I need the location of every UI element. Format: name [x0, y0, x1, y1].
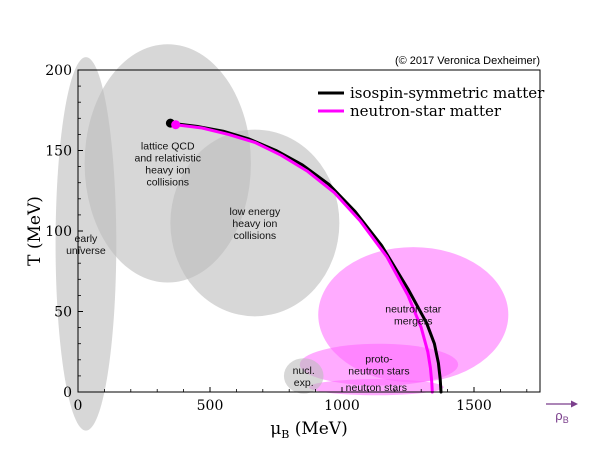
- region-label-line: early: [75, 233, 99, 245]
- lines-layer: [168, 121, 443, 394]
- region-label-line: neutron stars: [346, 382, 407, 394]
- series-line-neutron-star-matter: [174, 123, 434, 394]
- x-tick-label: 1000: [324, 398, 360, 414]
- region-label-proto-neutron-stars: proto-neutron stars: [348, 354, 409, 378]
- legend-label-isospin-symmetric: isospin-symmetric matter: [350, 84, 545, 102]
- y-tick-label: 150: [45, 144, 72, 160]
- critical-points-layer: [165, 118, 181, 130]
- y-tick-label: 100: [45, 224, 72, 240]
- region-label-lattice-qcd-and-relativistic-heavy-ion-collisions: lattice QCD and relativistic heavy ion coll…: [134, 140, 201, 188]
- x-axis-label-unit: (MeV): [289, 419, 347, 439]
- y-axis-ticks: 0 50 100 150 200: [45, 63, 83, 401]
- density-arrow-label-main: ρ: [555, 408, 562, 423]
- x-axis-ticks: 0 500 1000 1500: [74, 387, 528, 414]
- region-label-line: universe: [66, 245, 106, 257]
- region-label-line: mergers: [394, 316, 433, 328]
- region-label-line: heavy ion: [145, 164, 190, 176]
- y-tick-label: 50: [54, 305, 72, 321]
- arrow-right-icon: [571, 400, 578, 408]
- x-axis-label-main: μ: [270, 419, 281, 439]
- critical-point-neutron-star-matter: [171, 120, 181, 130]
- y-tick-label: 0: [63, 385, 72, 401]
- density-arrow: ρB: [546, 400, 578, 425]
- region-label-early-universe: early universe: [66, 233, 106, 257]
- region-labels-layer: lattice QCD and relativistic heavy ion coll…: [66, 140, 442, 394]
- density-arrow-label-sub: B: [563, 415, 569, 425]
- x-tick-label: 500: [197, 398, 224, 414]
- region-label-line: nucl.: [293, 365, 315, 377]
- y-axis-label: T (MeV): [25, 196, 45, 266]
- region-label-nucl-exp: nucl. exp.: [293, 365, 315, 389]
- region-early-universe: [55, 57, 117, 431]
- x-axis-label: μB (MeV): [270, 419, 348, 441]
- region-label-line: exp.: [294, 377, 314, 389]
- regions-layer: [55, 44, 509, 431]
- density-arrow-label: ρB: [555, 408, 568, 425]
- x-tick-label: 0: [74, 398, 83, 414]
- region-neutron-stars: [309, 379, 444, 396]
- series-line-isospin-symmetric-matter: [168, 121, 443, 394]
- region-label-line: neutron star: [385, 304, 442, 316]
- region-label-line: low energy: [229, 206, 281, 218]
- y-tick-label: 200: [45, 63, 72, 79]
- copyright-note: (© 2017 Veronica Dexheimer): [395, 55, 540, 67]
- region-low-energy-heavy-ion-collisions: [170, 129, 340, 317]
- region-proto-neutron-stars: [299, 343, 459, 386]
- region-label-line: heavy ion: [232, 218, 277, 230]
- legend-label-neutron-star: neutron-star matter: [350, 102, 502, 120]
- region-label-line: lattice QCD: [141, 140, 195, 152]
- region-label-low-energy-heavy-ion-collisions: low energy heavy ion collisions: [229, 206, 281, 242]
- region-label-line: neutron stars: [348, 366, 409, 378]
- legend: isospin-symmetric matter neutron-star ma…: [318, 84, 545, 120]
- x-axis-label-sub: B: [281, 428, 289, 441]
- region-label-line: proto-: [365, 354, 393, 366]
- region-label-neutron-stars: neutron stars: [346, 382, 407, 394]
- region-label-line: collisions: [146, 176, 189, 188]
- region-nucl-exp: [283, 358, 324, 394]
- x-tick-label: 1500: [456, 398, 492, 414]
- region-label-line: and relativistic: [134, 152, 201, 164]
- region-label-line: collisions: [234, 230, 277, 242]
- region-label-neutron-star-mergers: neutron star mergers: [385, 304, 442, 328]
